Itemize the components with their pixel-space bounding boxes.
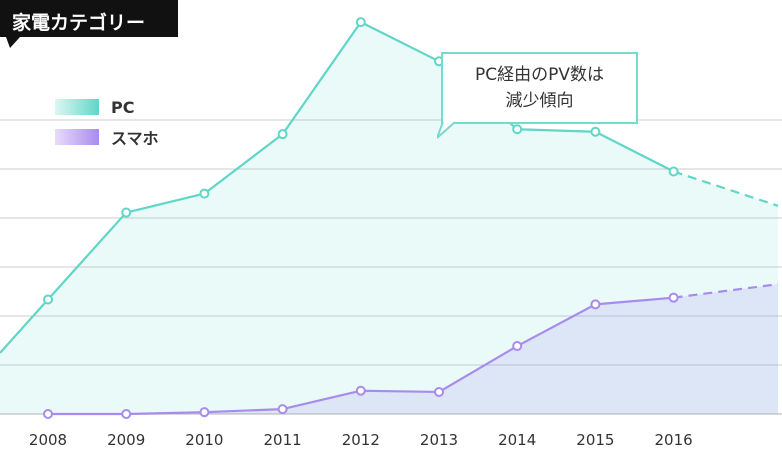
chart-legend: PC スマホ: [55, 92, 159, 152]
pc-point: [590, 126, 601, 137]
category-title: 家電カテゴリー: [12, 12, 146, 34]
sp-point: [590, 299, 601, 310]
sp-point: [355, 385, 366, 396]
legend-item-sp: スマホ: [55, 122, 159, 152]
pc-point: [121, 207, 132, 218]
x-tick-label: 2015: [576, 431, 614, 449]
x-tick-label: 2008: [29, 431, 67, 449]
legend-swatch-sp: [55, 129, 99, 145]
legend-swatch-pc: [55, 99, 99, 115]
pc-point: [199, 188, 210, 199]
x-tick-label: 2014: [498, 431, 536, 449]
sp-projection-line: [673, 283, 779, 299]
pc-point: [512, 124, 523, 135]
pc-projection-line: [673, 170, 779, 207]
pc-point: [668, 166, 679, 177]
sp-point: [434, 386, 444, 397]
legend-label-pc: PC: [111, 97, 135, 117]
pc-point: [355, 17, 366, 28]
annotation-callout: PC経由のPV数は 減少傾向: [441, 52, 638, 124]
legend-item-pc: PC: [55, 92, 159, 122]
x-tick-label: 2012: [342, 431, 380, 449]
annotation-line-2: 減少傾向: [505, 91, 574, 111]
x-tick-label: 2013: [420, 431, 458, 449]
category-title-tab: 家電カテゴリー: [0, 0, 178, 48]
legend-label-sp: スマホ: [111, 129, 159, 148]
pc-point: [43, 294, 53, 305]
x-tick-label: 2010: [185, 431, 223, 449]
sp-point: [121, 409, 132, 419]
sp-point: [43, 409, 53, 419]
pc-area: [0, 22, 778, 414]
x-tick-label: 2011: [264, 431, 302, 449]
pc-series-line: [0, 21, 675, 354]
sp-point: [512, 341, 523, 352]
x-tick-label: 2016: [655, 431, 693, 449]
x-tick-label: 2009: [107, 431, 145, 449]
callout-pointer: [437, 121, 456, 139]
sp-point: [199, 407, 210, 418]
annotation-line-1: PC経由のPV数は: [474, 65, 604, 85]
sp-area: [0, 284, 778, 414]
pc-point: [277, 129, 288, 140]
sp-point: [277, 404, 288, 415]
sp-point: [668, 292, 679, 303]
